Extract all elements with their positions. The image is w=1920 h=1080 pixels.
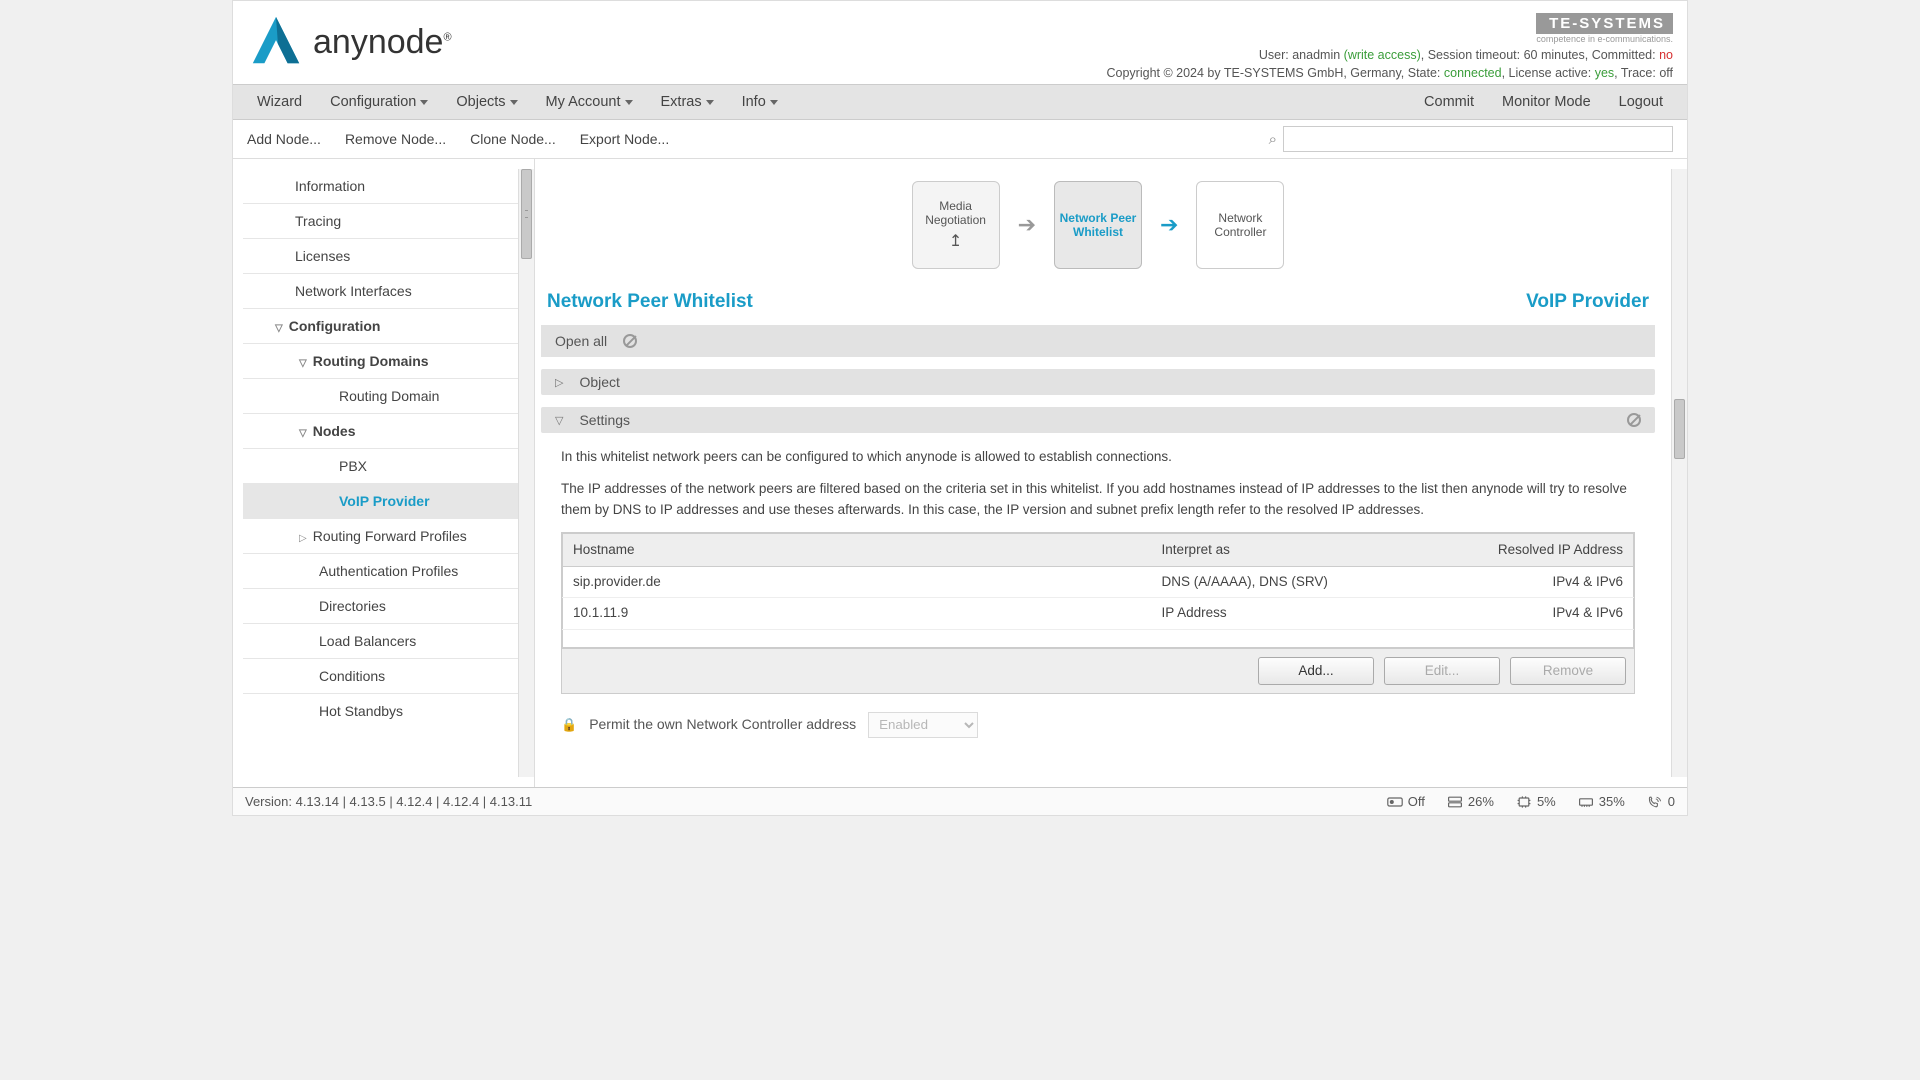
caret-icon — [625, 100, 633, 105]
ban-icon — [1627, 413, 1641, 427]
status-line-2: Copyright © 2024 by TE-SYSTEMS GmbH, Ger… — [1107, 66, 1674, 80]
edit-button[interactable]: Edit... — [1384, 657, 1500, 685]
status-line-1: User: anadmin (write access), Session ti… — [1107, 48, 1674, 62]
toolbar: Add Node... Remove Node... Clone Node...… — [233, 120, 1687, 159]
sidebar-item-routing-domains[interactable]: ▽Routing Domains — [243, 344, 519, 379]
tb-clone-node[interactable]: Clone Node... — [470, 131, 556, 147]
triangle-down-icon: ▽ — [299, 358, 307, 369]
sidebar: Information Tracing Licenses Network Int… — [243, 169, 519, 777]
phone-icon — [1647, 795, 1663, 809]
menu-commit[interactable]: Commit — [1410, 86, 1488, 118]
company-logo: TE-SYSTEMS competence in e-communication… — [1536, 13, 1673, 44]
caret-icon — [770, 100, 778, 105]
triangle-right-icon: ▷ — [299, 533, 307, 544]
whitelist-table: Hostname Interpret as Resolved IP Addres… — [561, 532, 1635, 694]
permit-select[interactable]: Enabled — [868, 712, 978, 738]
logo-text: anynode® — [313, 23, 452, 62]
memory-icon — [1578, 795, 1594, 809]
tb-remove-node[interactable]: Remove Node... — [345, 131, 446, 147]
sidebar-item-licenses[interactable]: Licenses — [243, 239, 519, 274]
stat-calls: 0 — [1647, 794, 1675, 809]
col-hostname[interactable]: Hostname — [563, 533, 1152, 566]
permit-label: Permit the own Network Controller addres… — [589, 714, 856, 735]
add-button[interactable]: Add... — [1258, 657, 1374, 685]
sidebar-item-rfp[interactable]: ▷Routing Forward Profiles — [243, 519, 519, 554]
sidebar-item-auth[interactable]: Authentication Profiles — [243, 554, 519, 589]
sidebar-item-hot[interactable]: Hot Standbys — [243, 694, 519, 728]
arrow-icon: ➔ — [1160, 212, 1178, 238]
stat-mem: 35% — [1578, 794, 1625, 809]
stat-disk: 26% — [1447, 794, 1494, 809]
table-row[interactable]: sip.provider.de DNS (A/AAAA), DNS (SRV) … — [563, 567, 1634, 598]
flow-box-controller[interactable]: Network Controller — [1196, 181, 1284, 269]
open-all-bar[interactable]: Open all — [541, 325, 1655, 357]
search-icon[interactable]: ⌕ — [1269, 131, 1277, 148]
sidebar-item-pbx[interactable]: PBX — [243, 449, 519, 484]
triangle-down-icon: ▽ — [299, 428, 307, 439]
version-text: Version: 4.13.14 | 4.13.5 | 4.12.4 | 4.1… — [245, 794, 532, 809]
cpu-icon — [1516, 795, 1532, 809]
triangle-right-icon: ▷ — [555, 376, 563, 389]
flow-diagram: Media Negotiation ↥ ➔ Network Peer White… — [541, 181, 1655, 269]
logo-icon — [247, 13, 305, 71]
settings-p2: The IP addresses of the network peers ar… — [561, 479, 1635, 520]
footer: Version: 4.13.14 | 4.13.5 | 4.12.4 | 4.1… — [233, 787, 1687, 815]
flow-box-media[interactable]: Media Negotiation ↥ — [912, 181, 1000, 269]
breadcrumb[interactable]: VoIP Provider — [1526, 291, 1649, 313]
settings-p1: In this whitelist network peers can be c… — [561, 447, 1635, 467]
table-row[interactable]: 10.1.11.9 IP Address IPv4 & IPv6 — [563, 598, 1634, 629]
section-settings[interactable]: ▽ Settings — [541, 407, 1655, 433]
stat-cpu: 5% — [1516, 794, 1556, 809]
menu-logout[interactable]: Logout — [1605, 86, 1677, 118]
content-scrollbar[interactable] — [1671, 169, 1687, 777]
menu-monitor[interactable]: Monitor Mode — [1488, 86, 1605, 118]
sidebar-item-lb[interactable]: Load Balancers — [243, 624, 519, 659]
menu-extras[interactable]: Extras — [647, 86, 728, 118]
sidebar-item-dir[interactable]: Directories — [243, 589, 519, 624]
menu-info[interactable]: Info — [728, 86, 792, 118]
tb-export-node[interactable]: Export Node... — [580, 131, 670, 147]
sidebar-item-netif[interactable]: Network Interfaces — [243, 274, 519, 309]
caret-icon — [420, 100, 428, 105]
menu-configuration[interactable]: Configuration — [316, 86, 442, 118]
section-object[interactable]: ▷ Object — [541, 369, 1655, 395]
col-resolved[interactable]: Resolved IP Address — [1419, 533, 1633, 566]
lock-icon: 🔒 — [561, 715, 577, 735]
col-interpret[interactable]: Interpret as — [1152, 533, 1420, 566]
arrow-icon: ➔ — [1018, 212, 1036, 238]
sidebar-item-configuration[interactable]: ▽Configuration — [243, 309, 519, 344]
caret-icon — [706, 100, 714, 105]
sidebar-item-cond[interactable]: Conditions — [243, 659, 519, 694]
remove-button[interactable]: Remove — [1510, 657, 1626, 685]
menu-objects[interactable]: Objects — [442, 86, 531, 118]
sidebar-scrollbar[interactable] — [518, 169, 534, 777]
menubar: Wizard Configuration Objects My Account … — [233, 84, 1687, 120]
menu-myaccount[interactable]: My Account — [532, 86, 647, 118]
sidebar-item-voip[interactable]: VoIP Provider — [243, 484, 519, 519]
stat-rec: Off — [1387, 794, 1425, 809]
tb-add-node[interactable]: Add Node... — [247, 131, 321, 147]
sidebar-item-information[interactable]: Information — [243, 169, 519, 204]
header: anynode® TE-SYSTEMS competence in e-comm… — [233, 1, 1687, 84]
disk-icon — [1447, 795, 1463, 809]
sidebar-item-routing-domain[interactable]: Routing Domain — [243, 379, 519, 414]
logo: anynode® — [247, 13, 452, 71]
record-icon — [1387, 795, 1403, 809]
return-icon: ↥ — [949, 231, 962, 251]
search-input[interactable] — [1283, 126, 1673, 152]
menu-wizard[interactable]: Wizard — [243, 86, 316, 118]
settings-body: In this whitelist network peers can be c… — [541, 433, 1655, 752]
sidebar-item-nodes[interactable]: ▽Nodes — [243, 414, 519, 449]
flow-box-whitelist[interactable]: Network Peer Whitelist — [1054, 181, 1142, 269]
triangle-down-icon: ▽ — [275, 323, 283, 334]
triangle-down-icon: ▽ — [555, 414, 563, 427]
page-title: Network Peer Whitelist — [547, 291, 753, 313]
sidebar-item-tracing[interactable]: Tracing — [243, 204, 519, 239]
caret-icon — [510, 100, 518, 105]
ban-icon — [623, 334, 637, 348]
